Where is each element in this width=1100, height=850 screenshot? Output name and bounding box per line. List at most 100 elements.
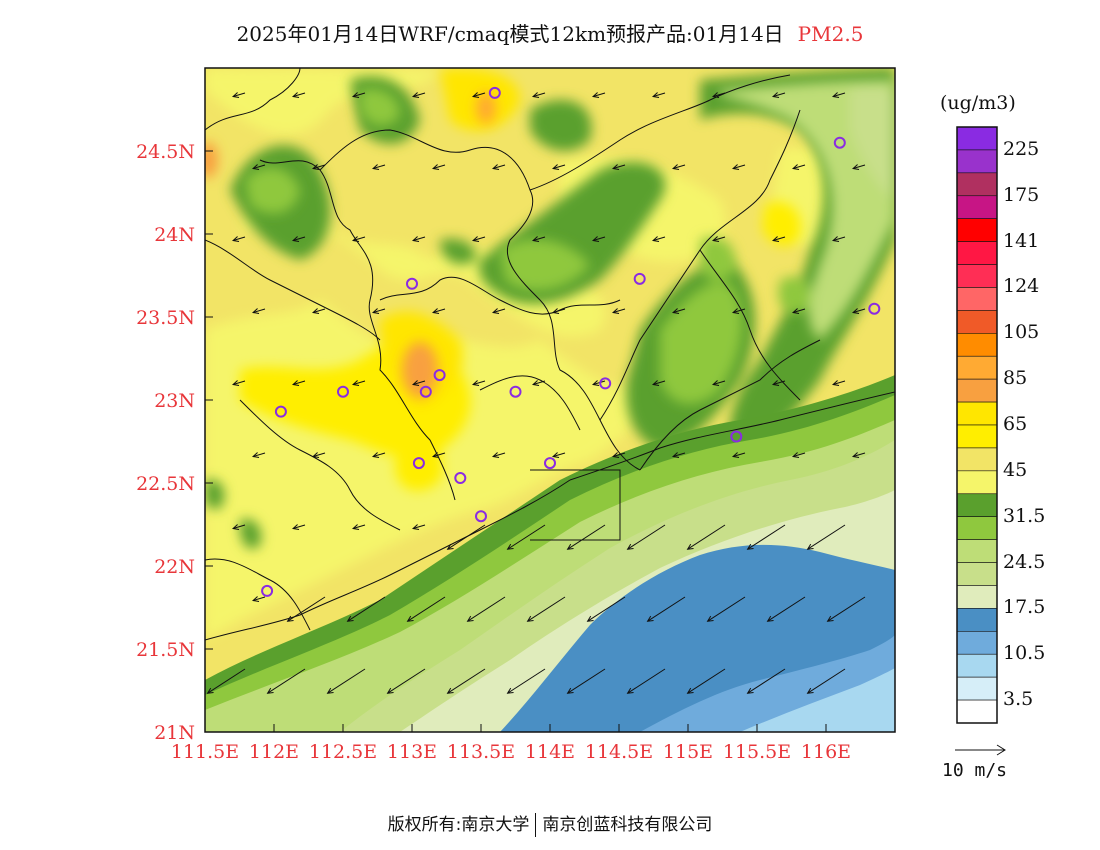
wind-arrow xyxy=(531,92,546,98)
wind-arrow xyxy=(551,164,566,170)
colorbar-swatch xyxy=(956,333,998,357)
colorbar-label: 175 xyxy=(1003,183,1040,206)
wind-arrow xyxy=(731,164,746,170)
wind-arrow xyxy=(526,596,566,622)
footer-divider xyxy=(535,813,537,837)
wind-arrow xyxy=(706,596,746,622)
colorbar-label: 45 xyxy=(1003,458,1028,481)
station-marker xyxy=(261,584,274,597)
wind-vectors xyxy=(206,92,866,694)
colorbar-swatch xyxy=(956,287,998,311)
wind-arrow xyxy=(326,668,366,694)
station-marker xyxy=(475,510,487,523)
colorbar-swatch xyxy=(956,699,998,724)
wind-arrow xyxy=(611,164,626,170)
colorbar-label: 225 xyxy=(1003,137,1040,160)
lat-tick-label: 21.5N xyxy=(136,639,195,661)
wind-arrow xyxy=(506,668,546,694)
colorbar xyxy=(956,126,998,724)
colorbar-swatch xyxy=(956,585,998,609)
station-marker xyxy=(406,277,418,290)
wind-arrow xyxy=(731,308,746,314)
station-marker xyxy=(868,302,881,315)
colorbar-swatch xyxy=(956,218,998,242)
lat-tick-label: 23.5N xyxy=(136,307,195,329)
wind-arrow xyxy=(491,308,506,314)
footer-copyright: 版权所有:南京大学 南京创蓝科技有限公司 xyxy=(0,810,1100,837)
wind-arrow xyxy=(431,308,446,314)
wind-arrow xyxy=(231,380,246,386)
wind-arrow xyxy=(351,92,366,98)
wind-arrow xyxy=(831,92,846,98)
wind-reference-arrow xyxy=(955,744,1006,756)
wind-arrow xyxy=(686,668,726,694)
wind-arrow xyxy=(831,380,846,386)
wind-arrow xyxy=(251,308,266,314)
wind-arrow xyxy=(251,452,266,458)
station-marker xyxy=(509,385,522,398)
wind-arrow xyxy=(626,668,666,694)
footer-left: 版权所有:南京大学 xyxy=(387,815,530,835)
wind-arrow xyxy=(291,92,306,98)
lon-tick-label: 111.5E xyxy=(171,741,239,763)
colorbar-swatch xyxy=(956,562,998,586)
colorbar-swatch xyxy=(956,149,998,174)
colorbar-swatch xyxy=(956,653,998,678)
wind-arrow xyxy=(626,524,666,550)
wind-arrow xyxy=(566,524,606,550)
colorbar-swatch xyxy=(956,631,998,655)
wind-arrow xyxy=(851,452,866,458)
wind-arrow xyxy=(231,92,246,98)
colorbar-swatch xyxy=(956,195,998,219)
wind-arrow xyxy=(406,596,446,622)
lat-tick-label: 22.5N xyxy=(136,473,195,495)
wind-arrow xyxy=(671,308,686,314)
colorbar-swatch xyxy=(956,310,998,334)
wind-arrow xyxy=(386,668,426,694)
colorbar-label: 31.5 xyxy=(1003,504,1046,527)
wind-arrow xyxy=(251,596,266,602)
wind-arrow xyxy=(791,164,806,170)
wind-arrow xyxy=(731,452,746,458)
colorbar-label: 24.5 xyxy=(1003,550,1046,573)
colorbar-swatch xyxy=(956,516,998,540)
wind-arrow xyxy=(231,236,246,242)
wind-arrow xyxy=(311,164,326,170)
lon-tick-label: 113.5E xyxy=(447,741,515,763)
wind-arrow xyxy=(746,668,786,694)
colorbar-swatch xyxy=(956,608,998,632)
colorbar-swatch xyxy=(956,447,998,472)
wind-arrow xyxy=(411,92,426,98)
station-marker xyxy=(633,272,646,285)
wind-arrow xyxy=(806,668,846,694)
colorbar-swatch xyxy=(956,264,998,288)
title-main: 2025年01月14日WRF/cmaq模式12km预报产品:01月14日 xyxy=(236,22,784,46)
wind-arrow xyxy=(286,596,326,622)
wind-arrow xyxy=(251,164,266,170)
wind-arrow xyxy=(431,164,446,170)
wind-arrow xyxy=(206,668,246,694)
station-marker xyxy=(419,385,432,398)
wind-arrow xyxy=(591,92,606,98)
colorbar-label: 17.5 xyxy=(1003,596,1046,619)
wind-arrow xyxy=(806,524,846,550)
lon-tick-label: 112.5E xyxy=(309,741,377,763)
wind-arrow xyxy=(311,308,326,314)
wind-arrow xyxy=(791,308,806,314)
wind-arrow xyxy=(646,596,686,622)
wind-arrow xyxy=(491,164,506,170)
wind-arrow xyxy=(531,236,546,242)
station-marker xyxy=(544,457,556,470)
wind-arrow xyxy=(371,452,386,458)
wind-arrow xyxy=(651,92,666,98)
lon-tick-label: 115E xyxy=(663,741,713,763)
station-marker xyxy=(488,86,501,99)
axis-ticks: 111.5E 112E 112.5E 113E 113.5E 114E 114.5E 115E… xyxy=(136,141,851,763)
wind-arrow xyxy=(351,380,366,386)
station-marker xyxy=(274,405,287,418)
station-marker xyxy=(337,385,349,398)
colorbar-label: 141 xyxy=(1003,229,1040,252)
station-marker xyxy=(833,136,846,149)
wind-arrow xyxy=(686,524,726,550)
